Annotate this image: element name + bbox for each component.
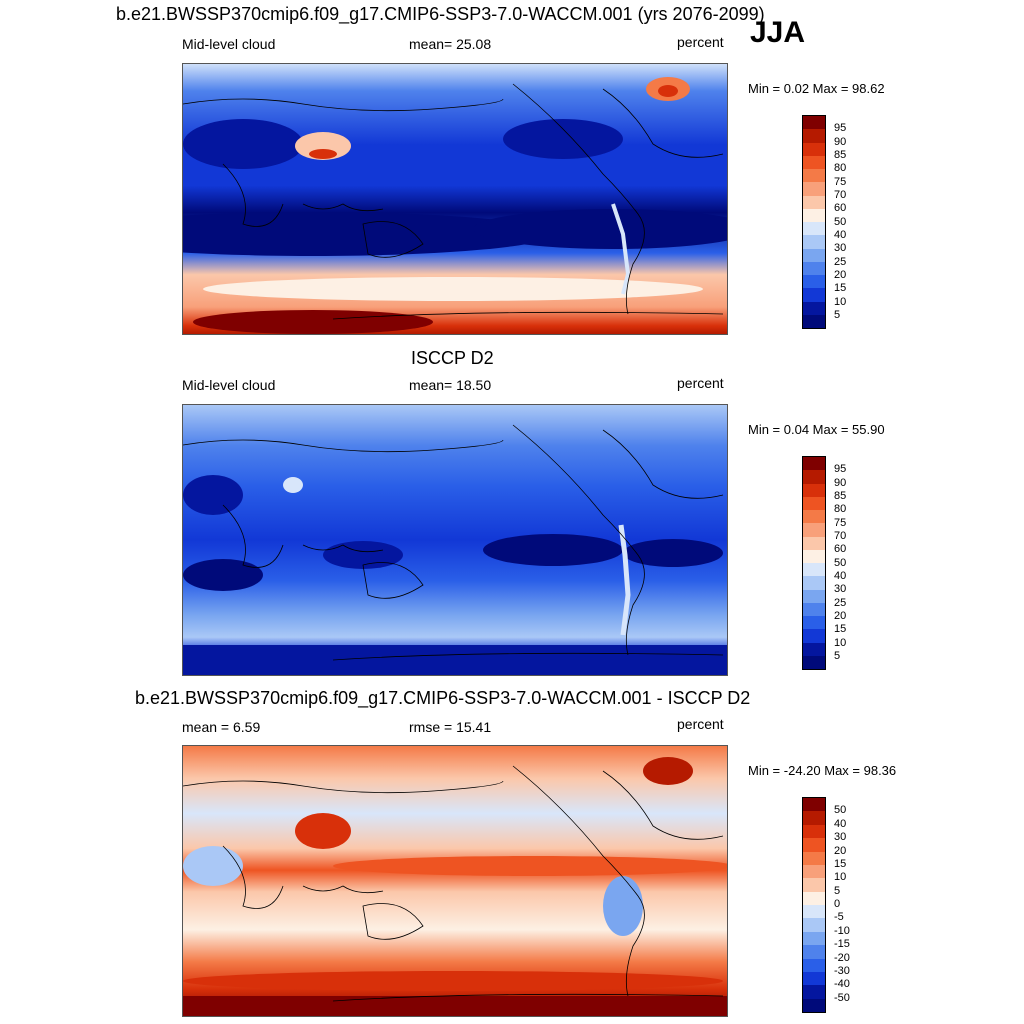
panel3-title: b.e21.BWSSP370cmip6.f09_g17.CMIP6-SSP3-7… [135,688,751,708]
panel3-units-label: percent [677,716,724,732]
colorbar-label: 85 [834,490,847,502]
diff-colorbar-label: 20 [834,845,847,857]
panel1-variable-label: Mid-level cloud [182,36,276,52]
panel2-mean-label: mean= 18.50 [409,377,492,393]
panel3-minmax: Min = -24.20 Max = 98.36 [748,763,897,778]
colorbar-label: 25 [834,597,847,609]
colorbar-label: 25 [834,256,847,268]
colorbar-label: 95 [834,463,847,475]
colorbar-label: 10 [834,296,847,308]
diff-colorbar-label: 50 [834,804,847,816]
diff-colorbar-label: 40 [834,818,847,830]
diff-colorbar-label: -15 [834,938,850,950]
colorbar-label: 30 [834,583,847,595]
colorbar-label: 40 [834,570,847,582]
diff-colorbar-label: -5 [834,911,844,923]
colorbar-label: 90 [834,477,847,489]
colorbar-label: 75 [834,517,847,529]
colorbar-label: 5 [834,309,841,321]
panel2-map [182,404,728,676]
diff-colorbar-label: 5 [834,885,841,897]
diff-colorbar-label: 15 [834,858,847,870]
colorbar-label: 80 [834,162,847,174]
panel2-minmax: Min = 0.04 Max = 55.90 [748,422,885,437]
colorbar-label: 95 [834,122,847,134]
panel1-units-label: percent [677,34,724,50]
panel3-colorbar [802,797,826,1013]
colorbar-label: 50 [834,557,847,569]
colorbar-label: 60 [834,543,847,555]
panel1-colorbar [802,115,826,329]
panel1-mean-label: mean= 25.08 [409,36,492,52]
colorbar-label: 85 [834,149,847,161]
colorbar-label: 20 [834,610,847,622]
colorbar-label: 15 [834,282,847,294]
panel2-variable-label: Mid-level cloud [182,377,276,393]
panel1-map [182,63,728,335]
diff-colorbar-label: 30 [834,831,847,843]
panel3-map [182,745,728,1017]
panel2-units-label: percent [677,375,724,391]
panel3-rmse-label: rmse = 15.41 [409,719,492,735]
diff-colorbar-label: -10 [834,925,850,937]
colorbar-label: 40 [834,229,847,241]
season-label: JJA [750,16,806,49]
colorbar-label: 60 [834,202,847,214]
colorbar-label: 15 [834,623,847,635]
colorbar-label: 10 [834,637,847,649]
panel1-minmax: Min = 0.02 Max = 98.62 [748,81,885,96]
panel2-title: ISCCP D2 [411,348,494,368]
colorbar-label: 90 [834,136,847,148]
diff-colorbar-label: -50 [834,992,850,1004]
colorbar-label: 80 [834,503,847,515]
diff-colorbar-label: -20 [834,952,850,964]
diff-colorbar-label: 0 [834,898,841,910]
diff-colorbar-label: 10 [834,871,847,883]
colorbar-label: 30 [834,242,847,254]
panel2-colorbar [802,456,826,670]
colorbar-label: 50 [834,216,847,228]
colorbar-label: 20 [834,269,847,281]
colorbar-label: 5 [834,650,841,662]
diff-colorbar-label: -40 [834,978,850,990]
colorbar-label: 70 [834,530,847,542]
colorbar-label: 75 [834,176,847,188]
colorbar-label: 70 [834,189,847,201]
diff-colorbar-label: -30 [834,965,850,977]
panel3-mean-label: mean = 6.59 [182,719,261,735]
panel1-title: b.e21.BWSSP370cmip6.f09_g17.CMIP6-SSP3-7… [116,4,765,24]
